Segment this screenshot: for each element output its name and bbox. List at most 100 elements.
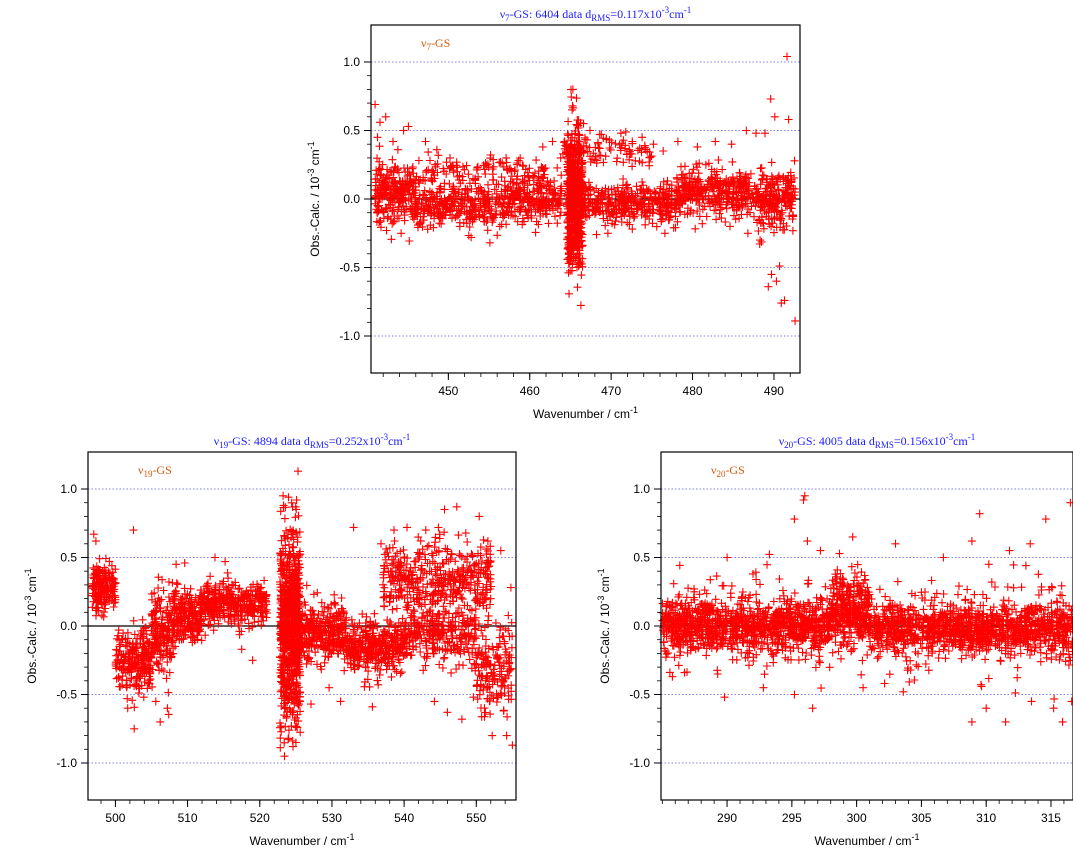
scatter-markers [371, 52, 800, 325]
data-point [595, 130, 604, 139]
data-point [572, 240, 581, 249]
data-point [640, 202, 649, 211]
data-point [612, 201, 620, 210]
data-point [164, 688, 173, 697]
data-point [556, 191, 565, 200]
data-point [524, 206, 533, 215]
data-point [282, 526, 291, 535]
data-point [614, 196, 622, 205]
data-point [556, 184, 565, 193]
data-point [374, 202, 383, 211]
data-point [570, 169, 579, 178]
data-point [599, 214, 608, 223]
data-point [712, 215, 721, 224]
data-point [577, 217, 586, 226]
data-point [425, 188, 434, 197]
data-point [551, 188, 560, 197]
data-point [566, 247, 575, 256]
data-point [99, 612, 108, 621]
data-point [488, 165, 497, 173]
title-unit: cm [669, 7, 684, 21]
data-point [495, 222, 504, 231]
data-point [396, 197, 404, 206]
data-point [610, 205, 619, 214]
data-point [164, 710, 173, 719]
data-point [563, 190, 572, 199]
data-point [373, 133, 382, 142]
data-point [485, 238, 494, 247]
data-point [548, 137, 557, 146]
data-point [393, 145, 402, 154]
data-point [138, 615, 147, 624]
data-point [159, 667, 168, 676]
data-point [557, 171, 566, 180]
data-point [490, 185, 499, 194]
data-point [408, 164, 417, 173]
data-point [518, 220, 527, 229]
data-point [481, 170, 490, 178]
data-point [480, 217, 489, 226]
data-point [413, 202, 422, 211]
data-point [423, 225, 432, 234]
data-point [572, 120, 581, 129]
data-point [478, 195, 487, 204]
data-point [568, 105, 577, 114]
data-point [673, 217, 682, 226]
data-point [508, 199, 517, 208]
data-point [281, 722, 290, 731]
data-point [565, 289, 573, 298]
title-unit-exp: -1 [684, 5, 692, 15]
title-d-sub: RMS [591, 13, 610, 23]
data-point [579, 187, 588, 196]
data-point [386, 215, 395, 224]
data-point [574, 124, 583, 132]
data-point [691, 224, 700, 233]
data-point [568, 266, 576, 275]
data-point [702, 212, 711, 221]
data-point [660, 229, 669, 238]
data-point [340, 666, 349, 675]
data-point [592, 230, 601, 239]
data-point [374, 166, 383, 175]
data-point [516, 205, 525, 214]
data-point [486, 209, 495, 218]
data-point [515, 196, 524, 205]
data-point [617, 218, 626, 226]
y-tick-label: 0.5 [343, 123, 360, 137]
data-point [577, 236, 586, 245]
data-point [422, 200, 431, 209]
data-point [775, 262, 784, 271]
data-point [542, 210, 551, 219]
y-axis-label-text: Obs.-Calc. / 10 [308, 176, 322, 256]
data-point [201, 631, 210, 640]
chart-title: ν7-GS: 6404 data dRMS=0.117x10-3cm-1 [500, 5, 692, 23]
data-point [280, 514, 289, 523]
data-point [766, 95, 775, 103]
data-point [468, 217, 477, 226]
data-point [405, 237, 414, 245]
data-point [375, 142, 384, 151]
data-point [728, 157, 737, 166]
data-point [592, 208, 600, 217]
data-point [165, 578, 173, 586]
data-point [523, 181, 532, 190]
data-point [493, 231, 502, 240]
data-point [412, 208, 421, 217]
data-point [563, 229, 572, 238]
data-point [610, 184, 618, 193]
data-point [623, 218, 632, 227]
y-axis-label-unit: cm [308, 149, 322, 168]
data-point [465, 179, 474, 188]
data-point [467, 196, 476, 204]
data-point [496, 158, 505, 166]
data-point [280, 738, 289, 747]
data-point [564, 180, 573, 189]
data-point [535, 203, 544, 212]
data-point [726, 222, 734, 231]
data-point [436, 208, 445, 217]
data-point [583, 205, 592, 214]
data-point [563, 180, 572, 188]
data-point [770, 112, 779, 121]
data-point [569, 103, 578, 112]
